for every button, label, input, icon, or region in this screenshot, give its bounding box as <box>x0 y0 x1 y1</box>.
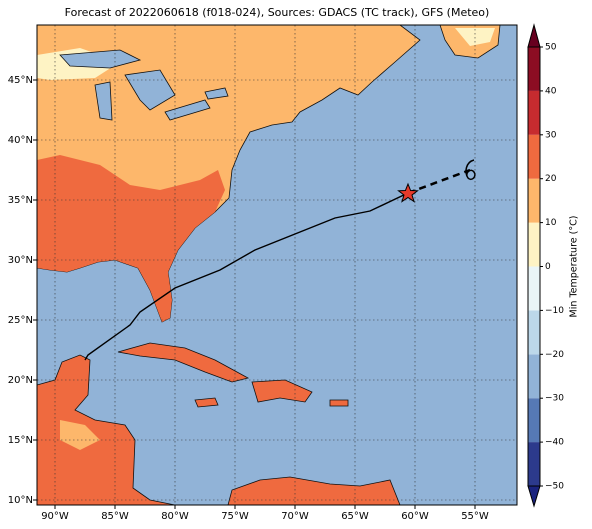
lat-tick-label: 40°N <box>8 135 33 146</box>
colorbar-tick-label: 40 <box>545 86 557 96</box>
cool-land <box>37 28 495 80</box>
colorbar-band <box>528 310 540 355</box>
colorbar-band <box>528 398 540 443</box>
colorbar-extend-low <box>527 485 541 508</box>
warm-land <box>37 155 225 322</box>
storm-position <box>397 182 419 203</box>
lon-tick-label: 55°W <box>461 511 489 522</box>
colorbar-band <box>528 442 540 486</box>
mexico-central-america <box>37 354 176 505</box>
colorbar-tick-label: −10 <box>545 306 564 316</box>
colorbar-tick-label: −30 <box>545 394 564 404</box>
colorbar-tick-label: 50 <box>545 43 557 53</box>
lon-tick-label: 60°W <box>401 511 429 522</box>
grid <box>37 25 517 505</box>
colorbar-tick-label: 10 <box>545 218 557 228</box>
lat-tick-label: 30°N <box>8 255 33 266</box>
colorbar-label: Min Temperature (°C) <box>569 216 580 318</box>
colorbar-band <box>528 47 540 91</box>
lat-tick-label: 15°N <box>8 435 33 446</box>
jamaica <box>194 397 219 408</box>
colorbar-tick-label: 20 <box>545 174 557 184</box>
lat-tick-label: 25°N <box>8 315 33 326</box>
colorbar-tick-label: 30 <box>545 130 557 140</box>
lat-tick-label: 20°N <box>8 375 33 386</box>
map-area <box>37 25 517 505</box>
colorbar-band <box>528 354 540 399</box>
colorbar-band <box>528 266 540 311</box>
lon-tick-label: 85°W <box>101 511 129 522</box>
colorbar-band <box>528 222 540 267</box>
colorbar-tick-label: −40 <box>545 438 564 448</box>
highland <box>60 420 100 450</box>
lon-tick-label: 75°W <box>221 511 249 522</box>
lat-tick-label: 10°N <box>8 495 33 506</box>
lat-tick-label: 45°N <box>8 75 33 86</box>
lon-tick-label: 65°W <box>341 511 369 522</box>
colorbar-tick-label: 0 <box>545 262 551 272</box>
colorbar-tick-label: −50 <box>545 482 564 492</box>
colorbar-tick-label: −20 <box>545 350 564 360</box>
colorbar-band <box>528 134 540 179</box>
colorbar-band <box>528 90 540 135</box>
lon-tick-label: 80°W <box>161 511 189 522</box>
map-title: Forecast of 2022060618 (f018-024), Sourc… <box>65 6 490 19</box>
colorbar-band <box>528 178 540 223</box>
cuba <box>117 342 250 383</box>
south-america <box>227 476 401 505</box>
storm-track <box>84 192 409 361</box>
puerto-rico <box>329 399 349 407</box>
colorbar-extend-high <box>527 23 541 48</box>
great-lakes <box>59 49 229 121</box>
lon-tick-label: 90°W <box>41 511 69 522</box>
map-frame <box>36 24 518 506</box>
lon-tick-label: 70°W <box>281 511 309 522</box>
storm-symbol <box>465 159 476 181</box>
lat-tick-label: 35°N <box>8 195 33 206</box>
